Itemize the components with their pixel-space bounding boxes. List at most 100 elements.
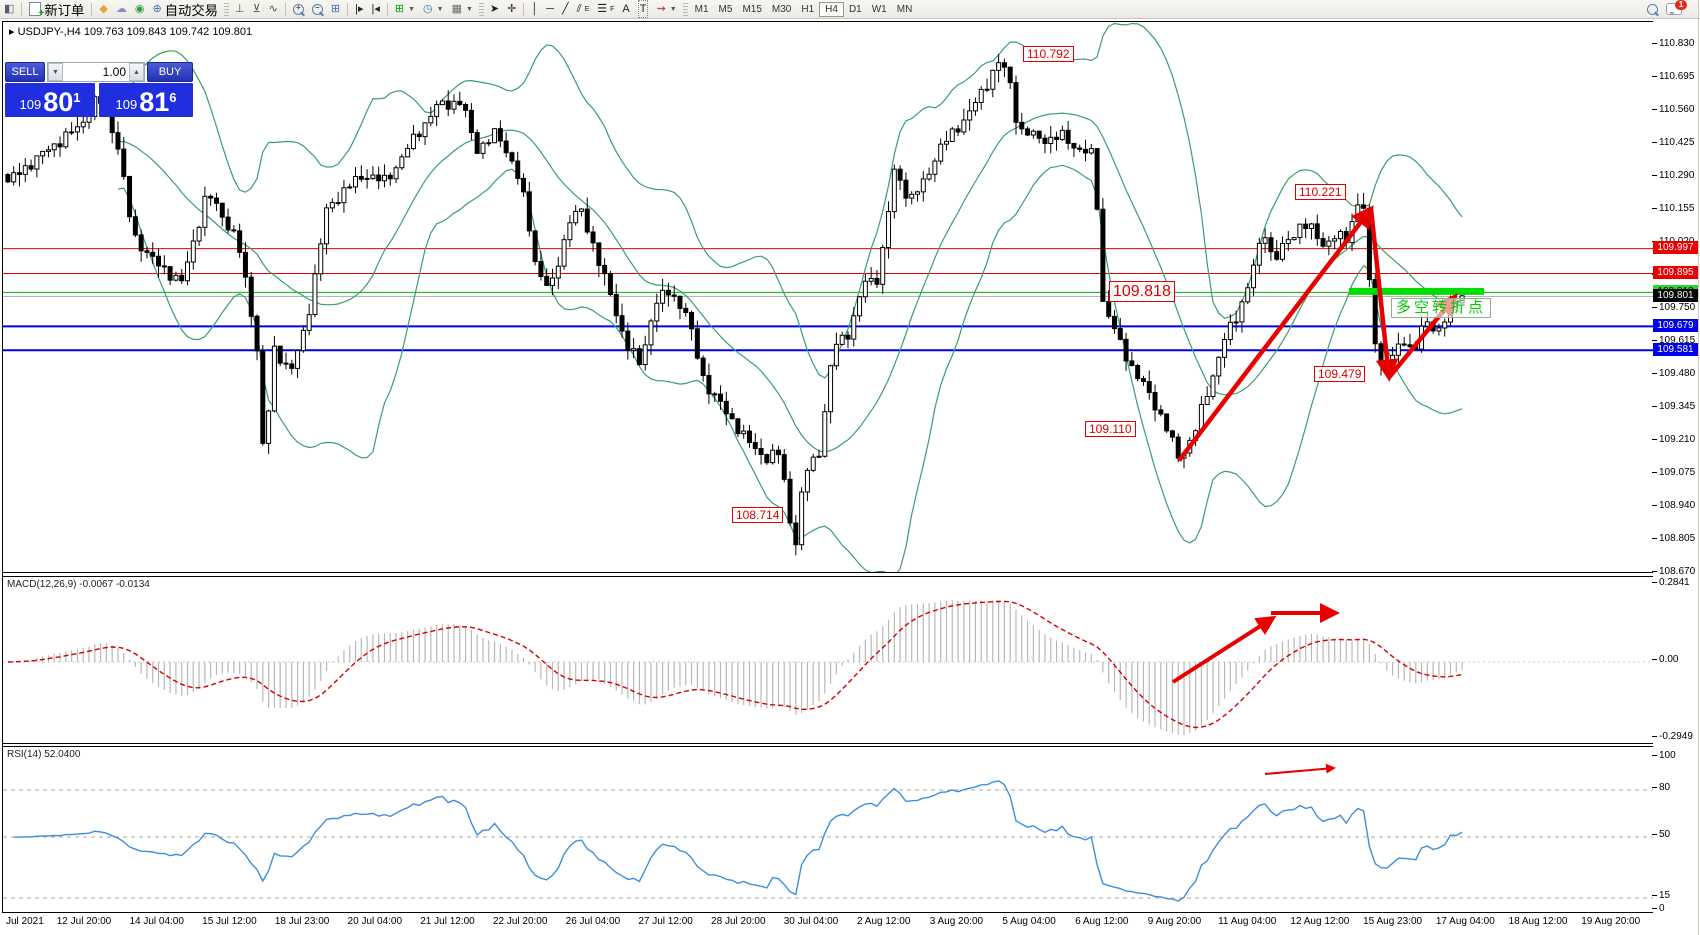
toolbar-grip bbox=[224, 2, 229, 16]
zoom-out-icon[interactable]: − bbox=[308, 1, 327, 17]
arrows-tool-icon[interactable]: ⇝ ▼ bbox=[656, 3, 677, 15]
time-tick-label: 20 Jul 04:00 bbox=[347, 916, 403, 927]
time-tick-label: 28 Jul 20:00 bbox=[711, 916, 766, 927]
price-level-badge: 109.997 bbox=[1653, 241, 1698, 255]
toolbar-grip bbox=[478, 2, 484, 16]
time-tick-label: 11 Aug 04:00 bbox=[1218, 916, 1277, 927]
swing-price-label[interactable]: 110.792 bbox=[1023, 45, 1074, 62]
tf-m1[interactable]: M1 bbox=[694, 3, 709, 15]
time-tick-label: 15 Aug 23:00 bbox=[1363, 916, 1423, 927]
chart-shift-icon[interactable]: |◂ bbox=[371, 3, 380, 15]
rsi-pane-canvas[interactable] bbox=[3, 747, 1653, 913]
search-icon[interactable] bbox=[1643, 1, 1662, 17]
vertical-line-icon[interactable]: │ bbox=[531, 3, 539, 15]
swing-price-label[interactable]: 109.479 bbox=[1314, 365, 1366, 382]
tf-h1[interactable]: H1 bbox=[801, 3, 815, 15]
ohlc-high: 109.843 bbox=[126, 26, 167, 38]
separator bbox=[284, 2, 286, 16]
rsi-label: RSI(14) 52.0400 bbox=[7, 749, 81, 760]
macd-pane-canvas[interactable] bbox=[3, 577, 1653, 743]
zoom-in-icon[interactable]: + bbox=[289, 1, 308, 17]
buy-price-display[interactable]: 109 81 6 bbox=[99, 83, 193, 117]
main-price-pane[interactable]: ▸ USDJPY-,H4 109.763 109.843 109.742 109… bbox=[3, 22, 1653, 573]
swing-price-label[interactable]: 110.221 bbox=[1295, 184, 1346, 201]
fibonacci-icon[interactable]: ☰ F bbox=[597, 3, 615, 15]
equidistant-channel-icon[interactable]: ⫽ E bbox=[576, 3, 590, 15]
candlestick-chart-icon[interactable]: ⊻ bbox=[252, 3, 261, 15]
macd-label: MACD(12,26,9) -0.0067 -0.0134 bbox=[7, 579, 150, 590]
chat-icon[interactable]: 1 bbox=[1662, 0, 1687, 17]
main-pane-canvas[interactable] bbox=[3, 22, 1653, 572]
swing-price-label[interactable]: 109.110 bbox=[1085, 421, 1136, 438]
text-label-icon[interactable]: T bbox=[634, 0, 653, 18]
auto-scroll-icon[interactable]: |▸ bbox=[355, 3, 364, 15]
crosshair-icon[interactable]: ✛ bbox=[507, 3, 517, 15]
line-chart-icon[interactable]: ∿ bbox=[268, 3, 278, 15]
object-marker: ▸ bbox=[9, 26, 15, 38]
price-tick: 110.425 bbox=[1652, 137, 1700, 148]
price-tick: 109.480 bbox=[1652, 368, 1700, 379]
auto-trading-button[interactable]: ⊕ 自动交易 bbox=[148, 1, 222, 18]
cursor-icon[interactable]: ➤ bbox=[489, 3, 500, 15]
price-tick: 109.210 bbox=[1652, 434, 1700, 445]
tf-d1[interactable]: D1 bbox=[848, 3, 862, 15]
tf-h4[interactable]: H4 bbox=[819, 1, 844, 17]
horizontal-line-icon[interactable]: ─ bbox=[546, 3, 555, 15]
text-tool-icon[interactable]: A bbox=[622, 3, 630, 15]
time-tick-label: 15 Jul 12:00 bbox=[202, 916, 257, 927]
chart-header: ▸ USDJPY-,H4 109.763 109.843 109.742 109… bbox=[9, 25, 252, 38]
price-level-badge: 109.679 bbox=[1653, 318, 1698, 332]
tf-m15[interactable]: M15 bbox=[742, 3, 762, 15]
time-tick-label: 22 Jul 20:00 bbox=[492, 916, 548, 927]
tf-m5[interactable]: M5 bbox=[718, 3, 733, 15]
signal-icon[interactable]: ◉ bbox=[134, 3, 145, 15]
time-tick-label: 9 Aug 20:00 bbox=[1147, 916, 1202, 927]
time-tick-label: 26 Jul 04:00 bbox=[565, 916, 621, 927]
tf-mn[interactable]: MN bbox=[896, 3, 913, 15]
buy-button[interactable]: BUY bbox=[147, 62, 193, 82]
time-tick-label: 2 Aug 12:00 bbox=[856, 916, 911, 927]
periods-icon[interactable]: ◷ ▼ bbox=[423, 3, 444, 15]
time-tick-label: 21 Jul 12:00 bbox=[420, 916, 475, 927]
volume-input[interactable]: 1.00 bbox=[63, 63, 129, 81]
time-tick-label: 12 Jul 20:00 bbox=[56, 916, 112, 927]
separator bbox=[347, 2, 349, 16]
price-tick: 108.670 bbox=[1652, 566, 1700, 577]
time-tick-label: 27 Jul 12:00 bbox=[638, 916, 693, 927]
trendline-icon[interactable]: ╱ bbox=[562, 3, 569, 15]
price-tick: 108.940 bbox=[1652, 500, 1700, 511]
swing-price-label[interactable]: 109.818 bbox=[1109, 280, 1175, 302]
rsi-axis-tick: 0 bbox=[1652, 903, 1700, 914]
chart-window: ▸ USDJPY-,H4 109.763 109.843 109.742 109… bbox=[2, 21, 1654, 913]
history-center-icon[interactable]: ◆ bbox=[99, 3, 108, 15]
macd-pane[interactable]: MACD(12,26,9) -0.0067 -0.0134 bbox=[3, 576, 1653, 744]
time-tick-label: Jul 2021 bbox=[6, 916, 44, 927]
time-tick-label: 17 Aug 04:00 bbox=[1435, 916, 1495, 927]
volume-up-button[interactable]: ▲ bbox=[129, 63, 144, 81]
sell-price-display[interactable]: 109 80 1 bbox=[5, 83, 95, 117]
templates-icon[interactable]: ▦ ▼ bbox=[451, 3, 473, 15]
bar-chart-icon[interactable]: ⊥ bbox=[235, 3, 245, 15]
new-order-button[interactable]: 新订单 bbox=[25, 1, 88, 19]
new-order-icon bbox=[29, 2, 44, 19]
ohlc-close: 109.801 bbox=[212, 26, 253, 38]
time-axis[interactable]: Jul 2021 12 Jul 20:00 14 Jul 04:00 15 Jul 1… bbox=[2, 913, 1652, 933]
cloud-icon[interactable]: ☁ bbox=[115, 3, 127, 15]
time-tick-label: 18 Aug 12:00 bbox=[1508, 916, 1568, 927]
tf-m30[interactable]: M30 bbox=[771, 3, 792, 15]
tf-w1[interactable]: W1 bbox=[871, 3, 887, 15]
rsi-pane[interactable]: RSI(14) 52.0400 bbox=[3, 746, 1653, 913]
rsi-axis-tick: 80 bbox=[1652, 782, 1700, 793]
globe-icon: ⊕ bbox=[152, 3, 162, 15]
time-tick-label: 14 Jul 04:00 bbox=[129, 916, 184, 927]
indicators-icon[interactable]: ⊞ ▼ bbox=[394, 3, 416, 15]
toolbar-grip bbox=[682, 2, 688, 16]
sell-button[interactable]: SELL bbox=[5, 62, 45, 82]
separator bbox=[21, 2, 23, 16]
swing-price-label[interactable]: 108.714 bbox=[732, 506, 784, 523]
turning-point-annotation[interactable]: 多空转折点 bbox=[1391, 298, 1492, 318]
tile-windows-icon[interactable]: ⊞ bbox=[330, 3, 341, 15]
separator bbox=[91, 2, 93, 16]
volume-down-button[interactable]: ▼ bbox=[48, 63, 63, 81]
price-axis[interactable]: 110.830 110.695 110.560 110.425 110.290 110.1… bbox=[1652, 21, 1700, 914]
